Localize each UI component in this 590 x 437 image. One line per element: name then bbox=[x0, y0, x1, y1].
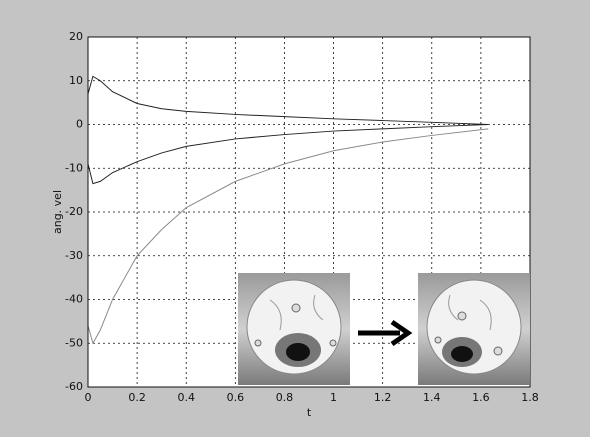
y-tick-label: -30 bbox=[65, 249, 83, 262]
y-tick-label: 20 bbox=[69, 30, 83, 43]
x-tick-label: 1 bbox=[330, 391, 337, 404]
x-tick-label: 1.2 bbox=[374, 391, 392, 404]
y-tick-label: -20 bbox=[65, 205, 83, 218]
x-tick-label: 0.4 bbox=[177, 391, 195, 404]
y-axis-label: ang. vel bbox=[51, 190, 64, 234]
x-tick-label: 0.2 bbox=[128, 391, 146, 404]
chart: t ang. vel -60 -50 -40 -30 -20 -10 0 10 20 0 0.2 0.… bbox=[0, 0, 590, 437]
x-tick-label: 1.4 bbox=[423, 391, 441, 404]
y-tick-label: -10 bbox=[65, 161, 83, 174]
x-tick-label: 1.8 bbox=[521, 391, 539, 404]
x-tick-label: 1.6 bbox=[472, 391, 490, 404]
y-tick-label: -60 bbox=[65, 380, 83, 393]
x-tick-label: 0.6 bbox=[227, 391, 245, 404]
y-tick-label: 10 bbox=[69, 74, 83, 87]
x-axis-label: t bbox=[307, 406, 312, 419]
y-tick-label: 0 bbox=[76, 118, 83, 131]
x-tick-label: 0.8 bbox=[276, 391, 294, 404]
y-tick-label: -50 bbox=[65, 336, 83, 349]
inset-right bbox=[418, 273, 530, 385]
inset-left bbox=[238, 273, 350, 385]
x-tick-label: 0 bbox=[85, 391, 92, 404]
y-tick-label: -40 bbox=[65, 293, 83, 306]
